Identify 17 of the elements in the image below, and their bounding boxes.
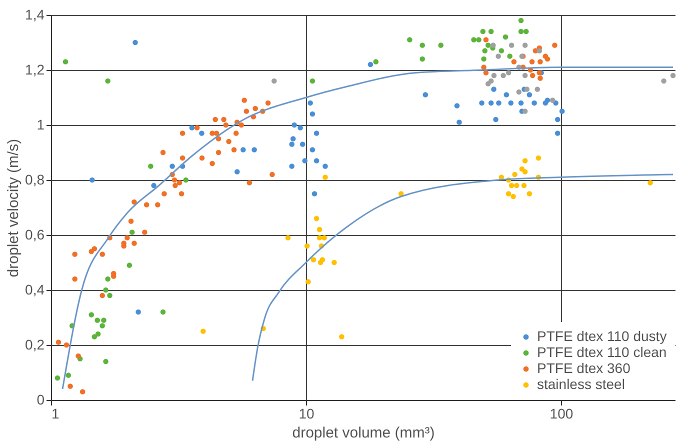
y-axis-title: droplet velocity (m/s) [5, 138, 22, 278]
y-tick-label: 1,2 [25, 62, 45, 78]
legend-label: PTFE dtex 110 dusty [537, 328, 667, 344]
y-tick-label: 0,2 [25, 336, 45, 352]
legend-label: PTFE dtex 110 clean [537, 344, 667, 360]
x-tick-label: 10 [298, 406, 314, 422]
y-tick-label: 1 [36, 116, 45, 132]
legend-label: PTFE dtex 360 [537, 360, 631, 376]
y-tick-label: 0,4 [25, 282, 45, 298]
legend-label: stainless steel [537, 376, 625, 392]
x-tick-label: 100 [550, 406, 574, 422]
y-tick-label: 0,8 [25, 172, 45, 188]
y-tick-label: 0 [36, 392, 45, 408]
y-tick-label: 1,4 [25, 6, 45, 22]
x-tick-label: 1 [52, 406, 60, 422]
y-tick-label: 0,6 [25, 226, 45, 242]
x-axis-title: droplet volume (mm³) [292, 424, 435, 442]
